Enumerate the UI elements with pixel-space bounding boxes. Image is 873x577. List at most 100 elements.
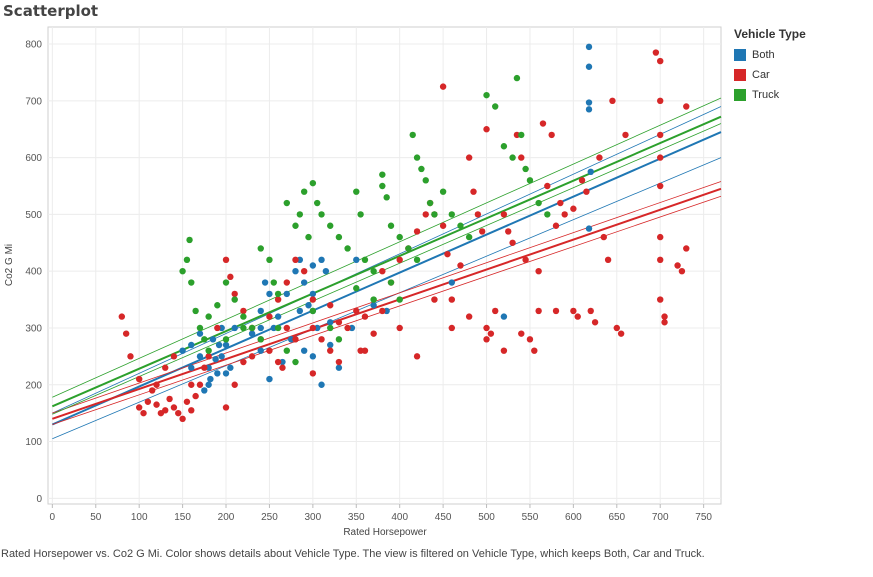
- point-truck[interactable]: [266, 256, 273, 264]
- point-both[interactable]: [318, 381, 325, 388]
- point-car[interactable]: [170, 353, 178, 360]
- point-car[interactable]: [478, 228, 486, 235]
- point-car[interactable]: [361, 347, 369, 354]
- point-both[interactable]: [500, 313, 508, 320]
- point-both[interactable]: [257, 324, 264, 332]
- point-truck[interactable]: [344, 245, 351, 252]
- point-car[interactable]: [657, 131, 664, 139]
- point-both[interactable]: [212, 355, 219, 363]
- point-car[interactable]: [431, 296, 438, 303]
- point-truck[interactable]: [240, 313, 247, 320]
- point-truck[interactable]: [544, 211, 551, 218]
- point-truck[interactable]: [465, 233, 473, 241]
- point-car[interactable]: [205, 353, 212, 360]
- point-truck[interactable]: [296, 211, 304, 218]
- point-truck[interactable]: [396, 233, 403, 241]
- point-car[interactable]: [309, 370, 317, 377]
- point-both[interactable]: [585, 106, 593, 113]
- point-both[interactable]: [196, 353, 204, 360]
- point-truck[interactable]: [327, 324, 334, 332]
- data-points[interactable]: [118, 43, 690, 423]
- point-car[interactable]: [657, 256, 664, 264]
- point-both[interactable]: [296, 307, 304, 315]
- point-car[interactable]: [274, 296, 282, 303]
- point-truck[interactable]: [500, 143, 508, 150]
- point-both[interactable]: [305, 302, 312, 309]
- point-car[interactable]: [127, 353, 134, 360]
- point-truck[interactable]: [222, 279, 230, 286]
- point-both[interactable]: [300, 279, 308, 286]
- point-car[interactable]: [657, 97, 664, 105]
- point-car[interactable]: [657, 154, 664, 161]
- point-car[interactable]: [544, 182, 551, 190]
- point-both[interactable]: [214, 370, 221, 377]
- legend-item-truck[interactable]: Truck: [734, 85, 806, 105]
- point-car[interactable]: [353, 307, 360, 315]
- point-car[interactable]: [531, 347, 538, 354]
- point-truck[interactable]: [196, 324, 204, 332]
- point-car[interactable]: [266, 347, 273, 354]
- point-both[interactable]: [300, 347, 308, 354]
- point-truck[interactable]: [370, 296, 377, 303]
- point-truck[interactable]: [431, 211, 438, 218]
- point-car[interactable]: [657, 182, 664, 190]
- point-car[interactable]: [327, 302, 334, 309]
- point-car[interactable]: [149, 387, 156, 394]
- point-both[interactable]: [274, 313, 282, 320]
- point-car[interactable]: [439, 83, 447, 90]
- point-car[interactable]: [600, 233, 607, 241]
- point-car[interactable]: [361, 313, 369, 320]
- point-car[interactable]: [318, 336, 325, 343]
- point-car[interactable]: [439, 222, 447, 229]
- point-truck[interactable]: [188, 279, 195, 286]
- point-both[interactable]: [448, 279, 455, 286]
- point-both[interactable]: [327, 319, 334, 326]
- point-car[interactable]: [379, 267, 386, 275]
- point-car[interactable]: [522, 256, 529, 264]
- point-car[interactable]: [539, 120, 547, 127]
- point-truck[interactable]: [274, 290, 282, 298]
- point-truck[interactable]: [205, 347, 212, 354]
- point-truck[interactable]: [300, 188, 308, 195]
- point-car[interactable]: [135, 375, 143, 383]
- point-truck[interactable]: [270, 279, 277, 286]
- point-both[interactable]: [327, 341, 334, 349]
- point-car[interactable]: [552, 307, 560, 315]
- point-both[interactable]: [261, 279, 269, 286]
- point-car[interactable]: [674, 262, 681, 269]
- point-truck[interactable]: [448, 211, 455, 218]
- point-truck[interactable]: [327, 222, 334, 229]
- point-car[interactable]: [483, 324, 490, 332]
- point-truck[interactable]: [353, 285, 360, 292]
- point-truck[interactable]: [457, 222, 464, 229]
- point-car[interactable]: [657, 57, 664, 65]
- point-truck[interactable]: [422, 177, 429, 184]
- point-car[interactable]: [214, 324, 221, 332]
- point-car[interactable]: [657, 233, 664, 241]
- point-car[interactable]: [240, 358, 247, 366]
- point-truck[interactable]: [274, 324, 282, 332]
- point-car[interactable]: [309, 296, 317, 303]
- point-car[interactable]: [492, 307, 499, 315]
- point-truck[interactable]: [314, 199, 321, 207]
- point-car[interactable]: [683, 103, 690, 110]
- point-car[interactable]: [617, 330, 625, 337]
- point-truck[interactable]: [492, 103, 499, 110]
- point-both[interactable]: [309, 262, 317, 269]
- point-car[interactable]: [266, 313, 273, 320]
- point-truck[interactable]: [409, 131, 416, 139]
- point-truck[interactable]: [318, 211, 325, 218]
- point-both[interactable]: [188, 364, 195, 371]
- point-car[interactable]: [201, 364, 208, 371]
- point-car[interactable]: [183, 398, 191, 405]
- point-car[interactable]: [526, 336, 534, 343]
- point-truck[interactable]: [361, 256, 369, 264]
- point-both[interactable]: [322, 267, 330, 275]
- point-both[interactable]: [335, 364, 343, 371]
- point-car[interactable]: [657, 296, 664, 303]
- point-car[interactable]: [396, 324, 403, 332]
- point-car[interactable]: [222, 404, 230, 411]
- point-both[interactable]: [266, 375, 273, 383]
- point-truck[interactable]: [518, 131, 525, 139]
